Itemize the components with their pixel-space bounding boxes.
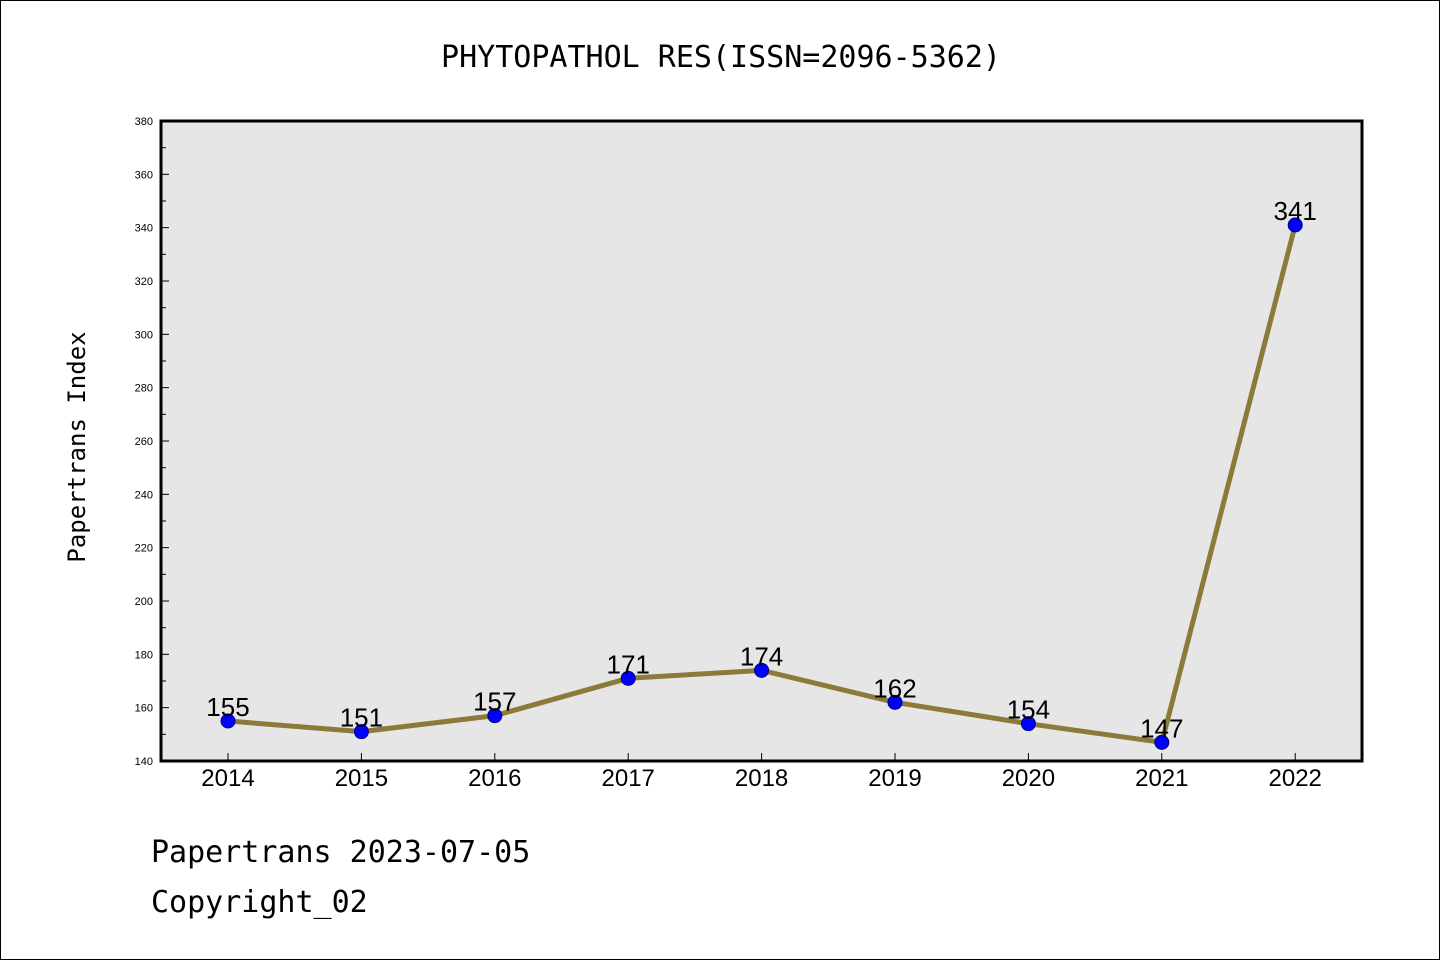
data-label: 154 [1007,695,1050,725]
y-tick-label: 320 [135,276,153,288]
data-point [620,670,636,686]
data-point [887,694,903,710]
data-point [1287,217,1303,233]
y-tick-label: 160 [135,703,153,715]
y-tick-label: 300 [135,329,153,341]
x-axis: 2014 2015 2016 2017 2018 2019 2020 2021 2022 [201,753,1322,792]
y-tick-label: 180 [135,649,153,661]
data-label: 171 [607,649,650,679]
y-axis: 140 160 180 200 220 240 260 280 300 320 340 360 380 [135,116,169,768]
data-point [1154,734,1170,750]
x-tick-label: 2022 [1269,765,1322,792]
y-axis-label: Papertrans Index [63,331,91,562]
x-tick-label: 2015 [335,765,388,792]
data-label: 162 [873,673,916,703]
data-label: 174 [740,641,783,671]
data-label: 157 [473,687,516,717]
data-labels: 155 151 157 171 174 162 154 147 341 [206,196,1317,743]
x-tick-label: 2014 [201,765,254,792]
y-tick-label: 220 [135,543,153,555]
x-tick-label: 2017 [602,765,655,792]
footer-date: Papertrans 2023-07-05 [151,835,531,870]
x-tick-label: 2016 [468,765,521,792]
footer-copyright: Copyright_02 [151,885,368,920]
x-tick-label: 2021 [1135,765,1188,792]
series-group [220,217,1303,750]
chart-title: PHYTOPATHOL RES(ISSN=2096-5362) [441,40,1001,75]
data-point [220,713,236,729]
x-tick-label: 2020 [1002,765,1055,792]
y-tick-label: 280 [135,383,153,395]
y-tick-label: 380 [135,116,153,128]
data-point [353,724,369,740]
data-label: 155 [206,692,249,722]
data-label: 341 [1274,196,1317,226]
data-label: 147 [1140,713,1183,743]
data-label: 151 [340,703,383,733]
plot-area [159,119,1364,763]
y-tick-label: 360 [135,169,153,181]
data-point [754,662,770,678]
y-tick-label: 260 [135,436,153,448]
x-tick-label: 2019 [868,765,921,792]
x-tick-label: 2018 [735,765,788,792]
y-tick-label: 200 [135,596,153,608]
data-point [1020,716,1036,732]
y-tick-label: 240 [135,489,153,501]
data-point [487,708,503,724]
y-tick-label: 140 [135,756,153,768]
y-tick-label: 340 [135,223,153,235]
